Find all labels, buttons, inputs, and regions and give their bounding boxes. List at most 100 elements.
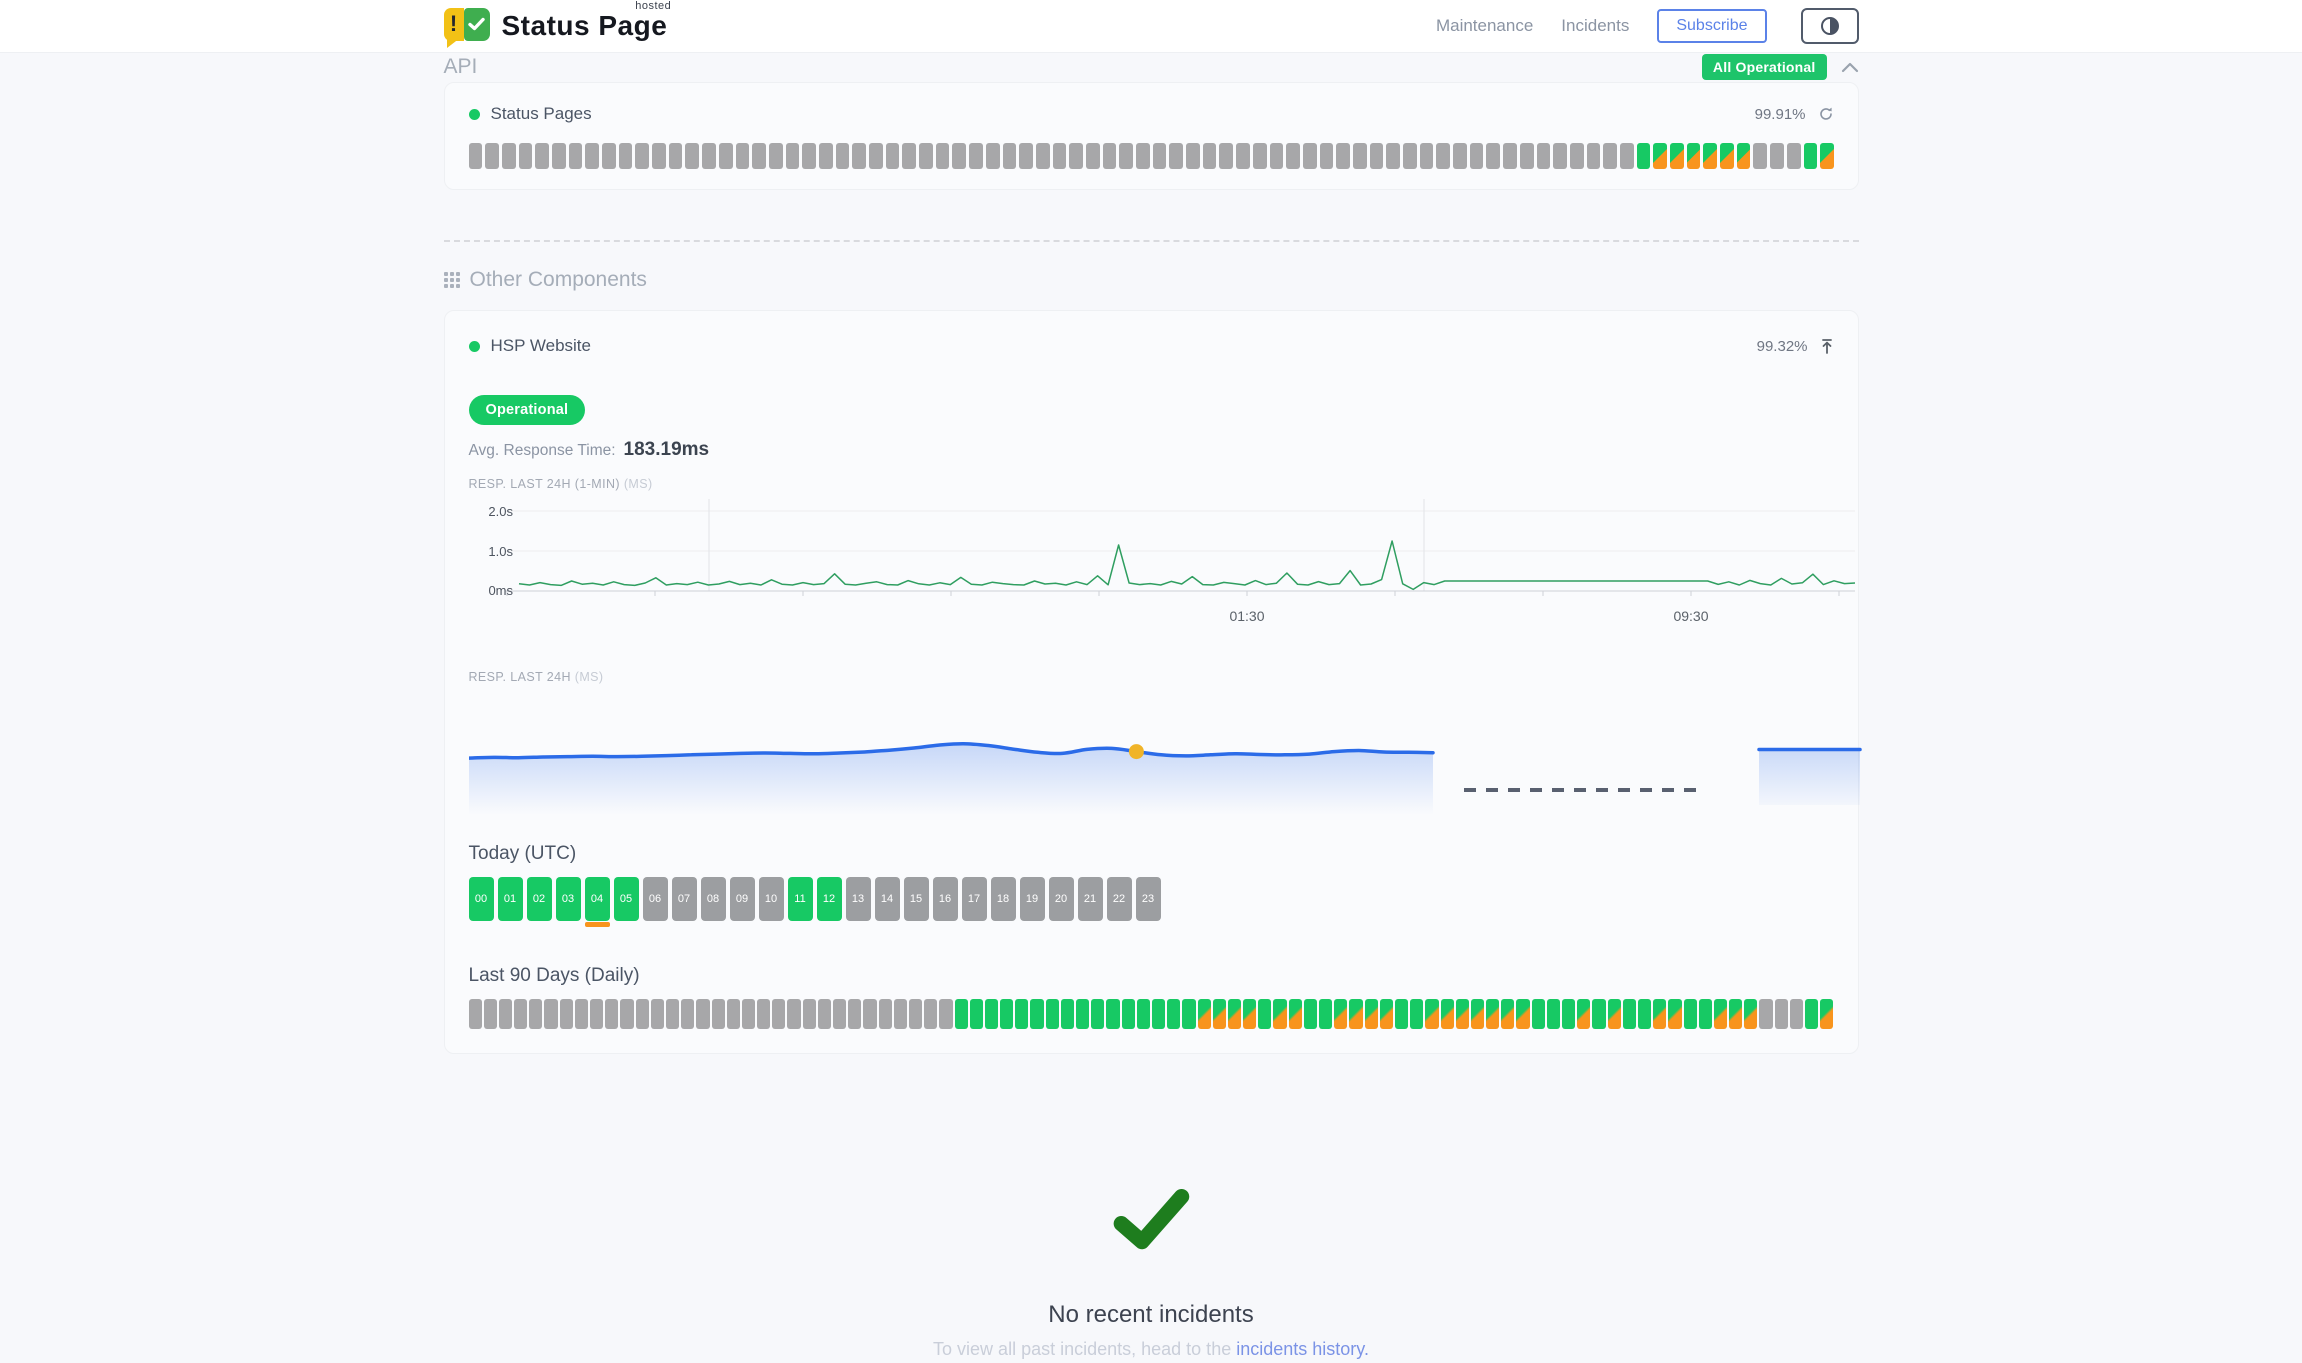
uptime-bar[interactable] [919,143,933,169]
uptime-bar[interactable] [1236,143,1250,169]
uptime-bar[interactable] [1786,143,1801,169]
daily-uptime-block[interactable] [1607,999,1621,1029]
daily-uptime-block[interactable] [1501,999,1515,1029]
hour-block-14[interactable]: 14 [874,877,900,921]
chevron-up-icon[interactable] [1841,61,1859,73]
uptime-bar[interactable] [1136,143,1150,169]
theme-toggle-button[interactable] [1800,8,1859,44]
daily-uptime-block[interactable] [1303,999,1317,1029]
daily-uptime-block[interactable] [635,999,649,1029]
daily-uptime-block[interactable] [1364,999,1378,1029]
uptime-bar[interactable] [1202,143,1217,169]
uptime-bar[interactable] [1336,143,1350,169]
uptime-bar[interactable] [1436,143,1451,169]
daily-uptime-block[interactable] [1637,999,1652,1029]
uptime-bar[interactable] [1820,143,1834,169]
daily-uptime-block[interactable] [1060,999,1074,1029]
uptime-bar[interactable] [752,143,766,169]
daily-uptime-block[interactable] [893,999,907,1029]
uptime-bar[interactable] [1403,143,1417,169]
daily-uptime-block[interactable] [1091,999,1105,1029]
daily-uptime-block[interactable] [1425,999,1439,1029]
daily-uptime-block[interactable] [1592,999,1606,1029]
daily-uptime-block[interactable] [650,999,664,1029]
hour-block-07[interactable]: 07 [671,877,697,921]
uptime-bar[interactable] [468,143,483,169]
daily-uptime-block[interactable] [939,999,953,1029]
hour-block-01[interactable]: 01 [497,877,523,921]
daily-uptime-block[interactable] [1713,999,1728,1029]
uptime-bar[interactable] [501,143,516,169]
daily-uptime-block[interactable] [1455,999,1469,1029]
uptime-bar[interactable] [1186,143,1200,169]
hour-block-19[interactable]: 19 [1019,877,1045,921]
daily-uptime-block[interactable] [1546,999,1560,1029]
uptime-bar[interactable] [1119,143,1133,169]
daily-uptime-block[interactable] [1394,999,1409,1029]
hour-block-05[interactable]: 05 [613,877,639,921]
uptime-bar[interactable] [1302,143,1317,169]
hour-block-21[interactable]: 21 [1077,877,1103,921]
hour-block-12[interactable]: 12 [816,877,842,921]
uptime-bar[interactable] [1469,143,1484,169]
daily-uptime-block[interactable] [1000,999,1014,1029]
uptime-bar[interactable] [1052,143,1067,169]
hour-block-15[interactable]: 15 [903,877,929,921]
uptime-bar[interactable] [1319,143,1334,169]
daily-uptime-block[interactable] [1136,999,1150,1029]
hour-block-08[interactable]: 08 [700,877,726,921]
hour-block-13[interactable]: 13 [845,877,871,921]
uptime-bar[interactable] [985,143,1000,169]
daily-uptime-block[interactable] [1030,999,1044,1029]
uptime-bar[interactable] [1152,143,1167,169]
daily-uptime-block[interactable] [483,999,497,1029]
daily-uptime-block[interactable] [1729,999,1743,1029]
uptime-bar[interactable] [818,143,833,169]
daily-uptime-block[interactable] [757,999,771,1029]
uptime-bar[interactable] [869,143,883,169]
uptime-bar[interactable] [1102,143,1117,169]
daily-uptime-block[interactable] [1789,999,1803,1029]
uptime-bar[interactable] [785,143,800,169]
daily-uptime-block[interactable] [1076,999,1090,1029]
daily-uptime-block[interactable] [696,999,710,1029]
uptime-bar[interactable] [568,143,583,169]
hour-block-10[interactable]: 10 [758,877,784,921]
daily-uptime-block[interactable] [590,999,604,1029]
uptime-bar[interactable] [1603,143,1617,169]
daily-uptime-block[interactable] [1440,999,1454,1029]
daily-uptime-block[interactable] [802,999,816,1029]
uptime-bar[interactable] [952,143,967,169]
daily-uptime-block[interactable] [1197,999,1211,1029]
daily-uptime-block[interactable] [1227,999,1242,1029]
hour-block-17[interactable]: 17 [961,877,987,921]
daily-uptime-block[interactable] [1486,999,1500,1029]
daily-uptime-block[interactable] [984,999,999,1029]
uptime-bar[interactable] [1536,143,1551,169]
uptime-bar[interactable] [1636,143,1651,169]
daily-uptime-block[interactable] [1759,999,1773,1029]
daily-uptime-block[interactable] [1577,999,1591,1029]
daily-uptime-block[interactable] [726,999,740,1029]
daily-uptime-block[interactable] [817,999,831,1029]
uptime-bar[interactable] [668,143,683,169]
hour-block-11[interactable]: 11 [787,877,813,921]
uptime-bar[interactable] [1686,143,1701,169]
uptime-bar[interactable] [1369,143,1384,169]
daily-uptime-block[interactable] [741,999,756,1029]
uptime-bar[interactable] [1569,143,1584,169]
daily-uptime-block[interactable] [1167,999,1181,1029]
uptime-bar[interactable] [1035,143,1050,169]
uptime-bar[interactable] [1019,143,1033,169]
uptime-bar[interactable] [1503,143,1517,169]
uptime-bar[interactable] [1653,143,1667,169]
daily-uptime-block[interactable] [1106,999,1120,1029]
uptime-bar[interactable] [585,143,599,169]
uptime-bar[interactable] [602,143,616,169]
daily-uptime-block[interactable] [1258,999,1272,1029]
daily-uptime-block[interactable] [908,999,923,1029]
daily-uptime-block[interactable] [1698,999,1712,1029]
hour-block-06[interactable]: 06 [642,877,668,921]
daily-uptime-block[interactable] [1653,999,1667,1029]
daily-uptime-block[interactable] [1516,999,1530,1029]
